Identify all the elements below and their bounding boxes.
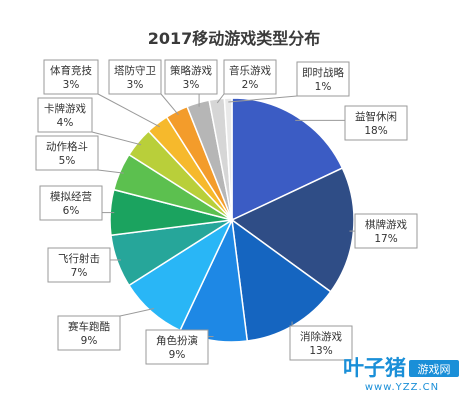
pie-slice xyxy=(223,97,233,221)
callout-box xyxy=(344,105,408,141)
slice-value-label: 18% xyxy=(364,125,387,137)
pie-slice xyxy=(231,97,344,222)
watermark-url: www.YZZ.CN xyxy=(365,382,439,393)
slice-label: 动作格斗 xyxy=(46,140,88,153)
callout-box xyxy=(47,247,111,283)
callout-box xyxy=(108,59,162,95)
slice-value-label: 6% xyxy=(63,205,80,217)
slice-label: 模拟经营 xyxy=(50,190,92,203)
slice-label: 塔防守卫 xyxy=(114,64,156,77)
callout-leader-line xyxy=(97,93,160,128)
slice-label: 音乐游戏 xyxy=(229,64,271,77)
callout-box xyxy=(43,59,99,95)
slice-label: 即时战略 xyxy=(302,66,344,79)
callout-box xyxy=(39,185,103,221)
slice-value-label: 3% xyxy=(183,79,200,91)
callout-box xyxy=(37,97,93,133)
slice-value-label: 5% xyxy=(59,155,76,167)
callout-box xyxy=(296,61,350,97)
callout-leader-line xyxy=(228,95,298,103)
slice-label: 赛车跑酷 xyxy=(68,320,110,333)
slice-label: 益智休闲 xyxy=(355,110,397,123)
slice-value-label: 1% xyxy=(315,81,332,93)
slice-value-label: 9% xyxy=(169,349,186,361)
slice-value-label: 4% xyxy=(57,117,74,129)
slice-label: 策略游戏 xyxy=(170,64,212,77)
slice-label: 消除游戏 xyxy=(300,330,342,343)
slice-label: 体育竞技 xyxy=(50,64,92,77)
slice-label: 飞行射击 xyxy=(58,252,100,265)
callout-box xyxy=(223,59,277,95)
callout-leader-line xyxy=(97,169,124,174)
slice-value-label: 3% xyxy=(63,79,80,91)
callout-box xyxy=(289,325,353,361)
callout-box xyxy=(354,213,418,249)
slice-callouts: 益智休闲 18% 棋牌游戏 17% 消除游戏 13% 角色扮演 9% 赛车跑酷 9% 飞行射击 7% 模… xyxy=(35,59,418,365)
slice-label: 棋牌游戏 xyxy=(365,218,407,231)
pie-slice xyxy=(231,218,332,342)
slice-value-label: 2% xyxy=(242,79,259,91)
slice-label: 卡牌游戏 xyxy=(44,102,86,115)
watermark-tag: 游戏网 xyxy=(418,363,451,376)
callout-box xyxy=(145,329,209,365)
callout-box xyxy=(164,59,218,95)
chart-title: 2017移动游戏类型分布 xyxy=(148,29,321,48)
slice-value-label: 17% xyxy=(374,233,397,245)
slice-value-label: 3% xyxy=(127,79,144,91)
slice-value-label: 7% xyxy=(71,267,88,279)
site-watermark: 叶子猪 游戏网 www.YZZ.CN xyxy=(343,356,459,393)
callout-leader-line xyxy=(91,131,142,146)
callout-box xyxy=(35,135,99,171)
callout-leader-line xyxy=(160,93,179,116)
pie-slices xyxy=(109,97,355,343)
slice-value-label: 9% xyxy=(81,335,98,347)
watermark-tag-bg xyxy=(409,360,459,377)
callout-leader-line xyxy=(119,308,155,317)
callout-box xyxy=(57,315,121,351)
callout-leader-line xyxy=(216,93,225,104)
watermark-brand: 叶子猪 xyxy=(343,356,406,380)
slice-value-label: 13% xyxy=(309,345,332,357)
slice-label: 角色扮演 xyxy=(156,334,198,347)
